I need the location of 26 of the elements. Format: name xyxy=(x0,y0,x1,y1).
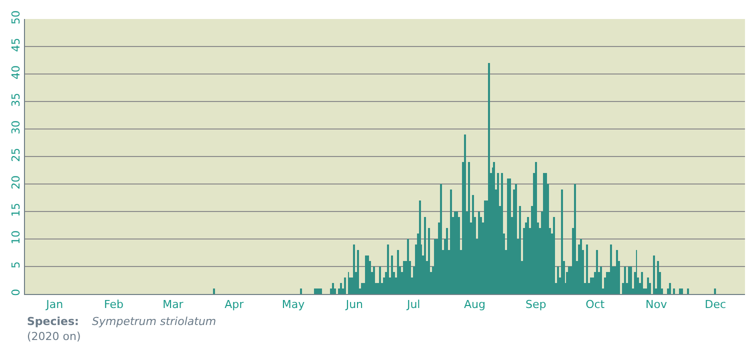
x-tick-label: Aug xyxy=(464,298,486,312)
y-tick-label: 5 xyxy=(10,261,23,268)
x-tick-label: Nov xyxy=(645,298,668,312)
y-tick-label: 15 xyxy=(10,202,23,217)
text: Species: xyxy=(27,315,79,328)
x-tick-label: Sep xyxy=(526,298,546,312)
x-tick-label: Jan xyxy=(45,298,64,312)
x-tick-label: Apr xyxy=(224,298,244,312)
y-tick-label: 50 xyxy=(10,10,23,24)
x-tick-label: Jun xyxy=(344,298,364,312)
y-tick-label: 10 xyxy=(10,230,23,244)
y-tick-label: 20 xyxy=(10,175,23,190)
y-tick-label: 25 xyxy=(10,148,23,162)
y-tick-label: 0 xyxy=(10,288,23,296)
x-tick-label: Oct xyxy=(586,298,606,312)
y-tick-label: 30 xyxy=(10,120,23,134)
x-tick-label: May xyxy=(282,298,306,312)
x-tick-label: Jul xyxy=(406,298,420,312)
text: (2020 on) xyxy=(27,330,81,343)
x-tick-label: Mar xyxy=(162,298,184,312)
x-tick-label: Dec xyxy=(704,298,726,312)
y-tick-label: 40 xyxy=(10,65,23,80)
text: Sympetrum striolatum xyxy=(92,315,216,328)
x-tick-label: Feb xyxy=(104,298,124,312)
y-tick-label: 45 xyxy=(10,38,23,52)
y-tick-label: 35 xyxy=(10,92,23,107)
